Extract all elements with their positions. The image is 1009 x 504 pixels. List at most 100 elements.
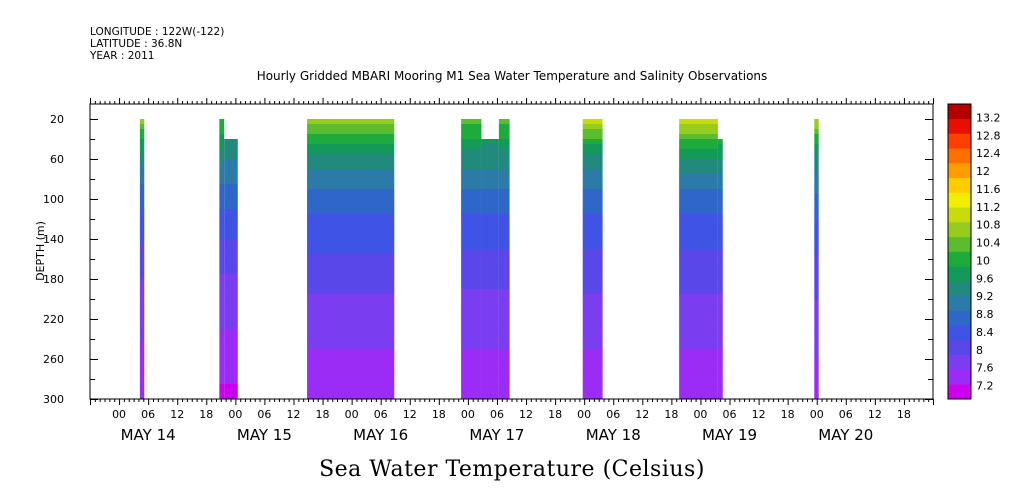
data-cell: [814, 284, 819, 290]
data-cell: [307, 144, 395, 150]
data-cell: [307, 204, 395, 210]
data-cell: [717, 249, 723, 255]
data-cell: [814, 219, 819, 225]
data-cell: [582, 259, 603, 265]
colorbar-label: 9.6: [976, 272, 994, 285]
data-cell: [814, 379, 819, 385]
data-cell: [814, 164, 819, 170]
data-cell: [139, 149, 145, 155]
data-cell: [814, 364, 819, 370]
data-cell: [498, 139, 510, 145]
data-cell: [498, 214, 510, 220]
data-cell: [139, 239, 145, 245]
data-cell: [219, 269, 225, 275]
data-cell: [814, 204, 819, 210]
data-cell: [679, 234, 718, 240]
data-cell: [461, 189, 482, 195]
y-tick-label: 100: [43, 193, 64, 206]
data-cell: [679, 384, 718, 390]
data-cell: [219, 304, 225, 310]
data-cell: [498, 309, 510, 315]
x-tick-label: 18: [664, 408, 678, 421]
data-cell: [461, 364, 482, 370]
data-cell: [582, 174, 603, 180]
data-cell: [219, 354, 225, 360]
x-tick-label: 12: [403, 408, 417, 421]
colorbar-swatch: [948, 236, 971, 252]
colorbar-swatch: [948, 384, 971, 400]
data-cell: [717, 194, 723, 200]
data-cell: [717, 354, 723, 360]
data-cell: [679, 239, 718, 245]
x-tick-label: 00: [112, 408, 126, 421]
data-cell: [139, 194, 145, 200]
colorbar-label: 11.6: [976, 183, 1001, 196]
x-tick-label: 12: [519, 408, 533, 421]
data-cell: [461, 379, 482, 385]
data-cell: [498, 339, 510, 345]
data-cell: [679, 389, 718, 395]
data-cell: [307, 299, 395, 305]
data-cell: [498, 279, 510, 285]
data-cell: [481, 194, 499, 200]
colorbar-label: 9.2: [976, 290, 994, 303]
data-cell: [582, 374, 603, 380]
data-cell: [717, 244, 723, 250]
data-cell: [307, 189, 395, 195]
data-cell: [814, 174, 819, 180]
data-cell: [224, 164, 238, 170]
data-cell: [582, 304, 603, 310]
data-cell: [139, 364, 145, 370]
data-cell: [717, 284, 723, 290]
data-cell: [139, 204, 145, 210]
data-cell: [498, 354, 510, 360]
data-cell: [498, 379, 510, 385]
data-cell: [139, 269, 145, 275]
data-cell: [679, 304, 718, 310]
data-cell: [307, 349, 395, 355]
colorbar-swatch: [948, 295, 971, 311]
data-cell: [219, 389, 225, 395]
data-cell: [481, 164, 499, 170]
data-cell: [219, 379, 225, 385]
data-cell: [481, 324, 499, 330]
data-cell: [582, 129, 603, 135]
data-cell: [224, 379, 238, 385]
data-cell: [461, 209, 482, 215]
data-cell: [139, 319, 145, 325]
data-cell: [219, 279, 225, 285]
data-cell: [219, 369, 225, 375]
data-cell: [481, 139, 499, 145]
data-cell: [219, 334, 225, 340]
data-cell: [814, 239, 819, 245]
data-cell: [307, 284, 395, 290]
data-cell: [139, 339, 145, 345]
colorbar-swatch: [948, 133, 971, 149]
x-tick-label: 18: [199, 408, 213, 421]
data-cell: [717, 339, 723, 345]
data-block: [814, 119, 819, 400]
data-cell: [461, 259, 482, 265]
data-cell: [679, 284, 718, 290]
data-cell: [461, 334, 482, 340]
data-cell: [224, 284, 238, 290]
data-cell: [717, 314, 723, 320]
data-cell: [582, 349, 603, 355]
data-cell: [481, 259, 499, 265]
data-cell: [307, 149, 395, 155]
colorbar-swatch: [948, 354, 971, 370]
data-cell: [139, 224, 145, 230]
data-cell: [481, 274, 499, 280]
data-cell: [461, 309, 482, 315]
data-cell: [224, 144, 238, 150]
data-cell: [224, 199, 238, 205]
data-block: [717, 139, 723, 400]
colorbar-label: 10.8: [976, 219, 1001, 232]
data-cell: [498, 224, 510, 230]
data-cell: [461, 374, 482, 380]
data-cell: [224, 349, 238, 355]
data-cell: [498, 219, 510, 225]
data-cell: [219, 154, 225, 160]
data-cell: [481, 249, 499, 255]
data-cell: [582, 314, 603, 320]
